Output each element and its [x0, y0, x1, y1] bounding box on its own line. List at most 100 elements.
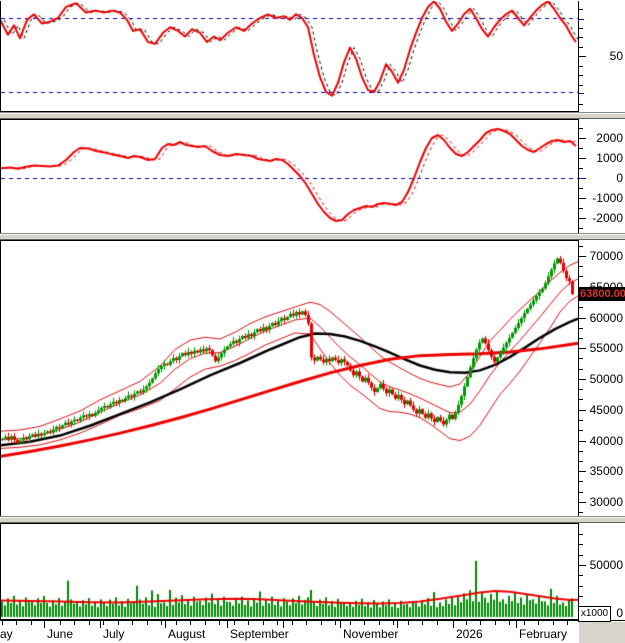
x-axis-month-tick [340, 621, 341, 628]
panel-splitter-1[interactable] [0, 113, 625, 119]
volume-unit-box: x1000 [578, 606, 611, 622]
y-axis-minor-tick [579, 104, 583, 105]
x-axis-minor-tick [350, 621, 351, 625]
momentum-canvas[interactable] [1, 120, 578, 233]
y-axis-minor-tick [579, 430, 583, 431]
y-axis-minor-tick [579, 389, 583, 390]
x-axis-minor-tick [437, 621, 438, 625]
y-axis-major-tick [579, 379, 586, 380]
x-axis-minor-tick [509, 621, 510, 625]
x-axis-month-tick [100, 621, 101, 628]
x-axis-month-tick [165, 621, 166, 628]
y-axis-minor-tick [579, 9, 583, 10]
y-tick-label: 35000 [589, 464, 623, 478]
x-axis-minor-tick [176, 621, 177, 625]
x-axis-month-tick [453, 621, 454, 628]
x-axis-month-tick [44, 621, 45, 628]
y-axis-major-tick [579, 471, 586, 472]
y-axis-minor-tick [579, 596, 583, 597]
y-axis-minor-tick [579, 451, 583, 452]
y-axis-major-tick [579, 198, 586, 199]
x-axis-minor-tick [219, 621, 220, 625]
y-tick-label: 45000 [589, 403, 623, 417]
bottom-right-corner [579, 622, 625, 643]
x-axis-minor-tick [480, 621, 481, 625]
x-axis-minor-tick [306, 621, 307, 625]
x-tick-label: November [343, 627, 399, 641]
x-axis-minor-tick [234, 621, 235, 625]
y-axis-minor-tick [579, 128, 583, 129]
y-axis-minor-tick [579, 37, 583, 38]
momentum-panel [0, 119, 579, 234]
y-axis-minor-tick [579, 276, 583, 277]
panel-splitter-2[interactable] [0, 234, 625, 240]
y-axis-minor-tick [579, 85, 583, 86]
oscillator-panel [0, 1, 579, 112]
x-tick-label: September [230, 627, 289, 641]
x-tick-label: 2026 [456, 627, 483, 641]
y-tick-label: 55000 [589, 341, 623, 355]
y-tick-label: 1000 [596, 151, 623, 165]
x-axis-minor-tick [89, 621, 90, 625]
y-axis-minor-tick [579, 228, 583, 229]
y-axis-minor-tick [579, 461, 583, 462]
price-canvas[interactable] [1, 241, 578, 516]
y-tick-label: 50000 [589, 372, 623, 386]
y-axis-minor-tick [579, 188, 583, 189]
x-axis-minor-tick [205, 621, 206, 625]
x-axis-minor-tick [538, 621, 539, 625]
x-axis-minor-tick [495, 621, 496, 625]
x-axis-minor-tick [553, 621, 554, 625]
x-axis-minor-tick [118, 621, 119, 625]
x-axis-month-tick [227, 621, 228, 628]
x-axis-minor-tick [408, 621, 409, 625]
x-axis-minor-tick [16, 621, 17, 625]
y-axis-minor-tick [579, 420, 583, 421]
y-axis-minor-tick [579, 534, 583, 535]
x-axis-month-tick [397, 621, 398, 628]
x-axis-minor-tick [263, 621, 264, 625]
x-axis-line [0, 620, 625, 621]
x-tick-label: May [0, 627, 13, 641]
panel-splitter-3[interactable] [0, 517, 625, 523]
y-axis-major-tick [579, 502, 586, 503]
y-axis-minor-tick [579, 208, 583, 209]
y-axis-minor-tick [579, 307, 583, 308]
y-tick-label: 60000 [589, 311, 623, 325]
y-axis-minor-tick [579, 492, 583, 493]
y-tick-label: 2000 [596, 131, 623, 145]
y-axis-minor-tick [579, 575, 583, 576]
y-axis-major-tick [579, 218, 586, 219]
y-tick-label: 50 [609, 49, 623, 63]
x-axis-minor-tick [393, 621, 394, 625]
x-axis-minor-tick [74, 621, 75, 625]
y-tick-label: 0 [616, 171, 623, 185]
y-axis-minor-tick [579, 544, 583, 545]
x-axis-minor-tick [103, 621, 104, 625]
volume-canvas[interactable] [1, 524, 578, 619]
x-axis-minor-tick [132, 621, 133, 625]
y-axis-minor-tick [579, 338, 583, 339]
y-axis-minor-tick [579, 266, 583, 267]
y-tick-label: -1000 [592, 191, 623, 205]
volume-panel [0, 523, 579, 620]
y-axis-minor-tick [579, 369, 583, 370]
x-tick-label: July [103, 627, 125, 641]
y-axis-minor-tick [579, 358, 583, 359]
x-axis-month-tick [283, 621, 284, 628]
x-axis-minor-tick [422, 621, 423, 625]
y-axis-reference-tick [579, 93, 584, 94]
y-axis-minor-tick [579, 246, 583, 247]
x-axis-minor-tick [379, 621, 380, 625]
y-tick-label: 50000 [589, 558, 623, 572]
y-axis-minor-tick [579, 512, 583, 513]
y-axis-major-tick [579, 441, 586, 442]
y-axis-minor-tick [579, 481, 583, 482]
y-axis-major-tick [579, 565, 586, 566]
y-axis-major-tick [579, 256, 586, 257]
y-axis-minor-tick [579, 66, 583, 67]
y-axis-major-tick [579, 158, 586, 159]
x-axis-minor-tick [31, 621, 32, 625]
oscillator-canvas[interactable] [1, 1, 578, 111]
y-axis-major-tick [579, 318, 586, 319]
